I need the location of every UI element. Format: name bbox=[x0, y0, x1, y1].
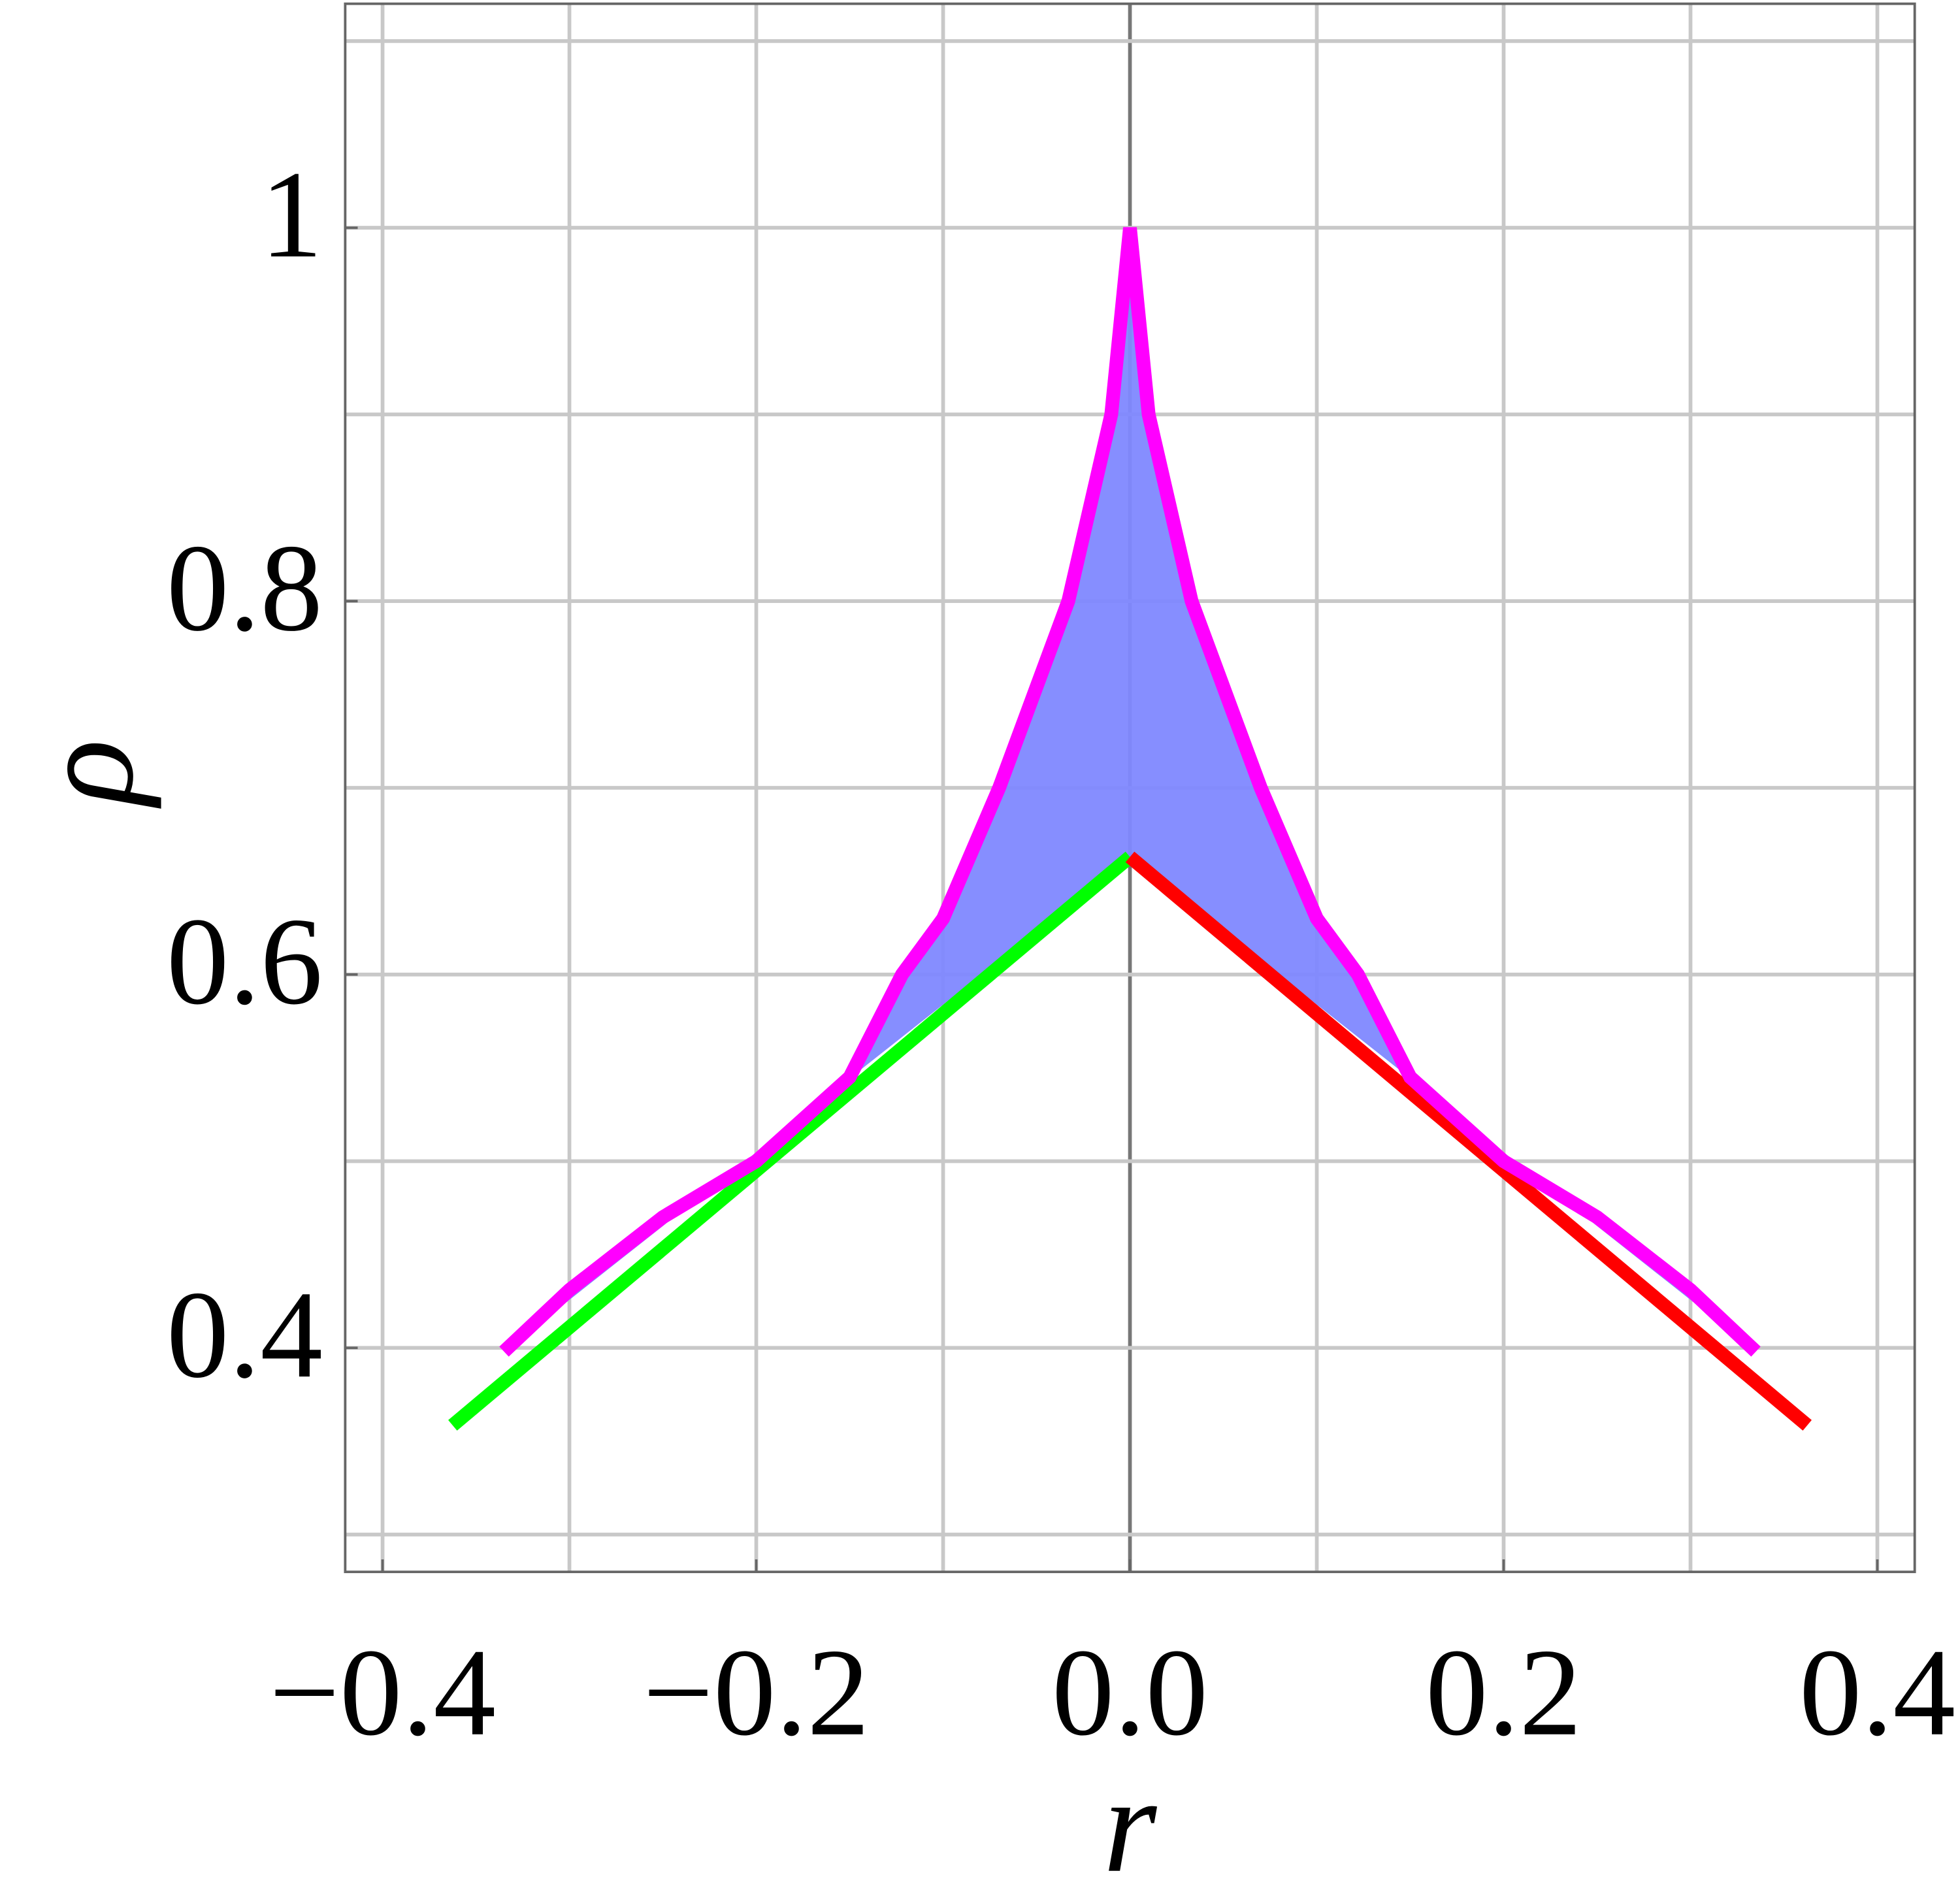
x-tick-label: −0.4 bbox=[269, 1624, 496, 1762]
series-line bbox=[1125, 851, 1812, 1431]
series-line bbox=[448, 851, 1135, 1431]
x-tick-label: 0.2 bbox=[1426, 1624, 1582, 1762]
y-axis-label: ρ bbox=[10, 740, 162, 809]
y-tick-label: 0.4 bbox=[167, 1266, 323, 1404]
y-tick-label: 0.8 bbox=[167, 519, 323, 657]
fill-region bbox=[504, 227, 1756, 1352]
y-tick-label: 0.6 bbox=[167, 893, 323, 1031]
x-tick-label: 0.0 bbox=[1052, 1624, 1208, 1762]
y-tick-label: 1 bbox=[260, 146, 323, 284]
x-tick-label: 0.4 bbox=[1799, 1624, 1955, 1762]
x-tick-label: −0.2 bbox=[643, 1624, 870, 1762]
plot-frame bbox=[344, 2, 1916, 1574]
series-line bbox=[499, 227, 1761, 1357]
x-axis-label: r bbox=[1103, 1749, 1158, 1901]
